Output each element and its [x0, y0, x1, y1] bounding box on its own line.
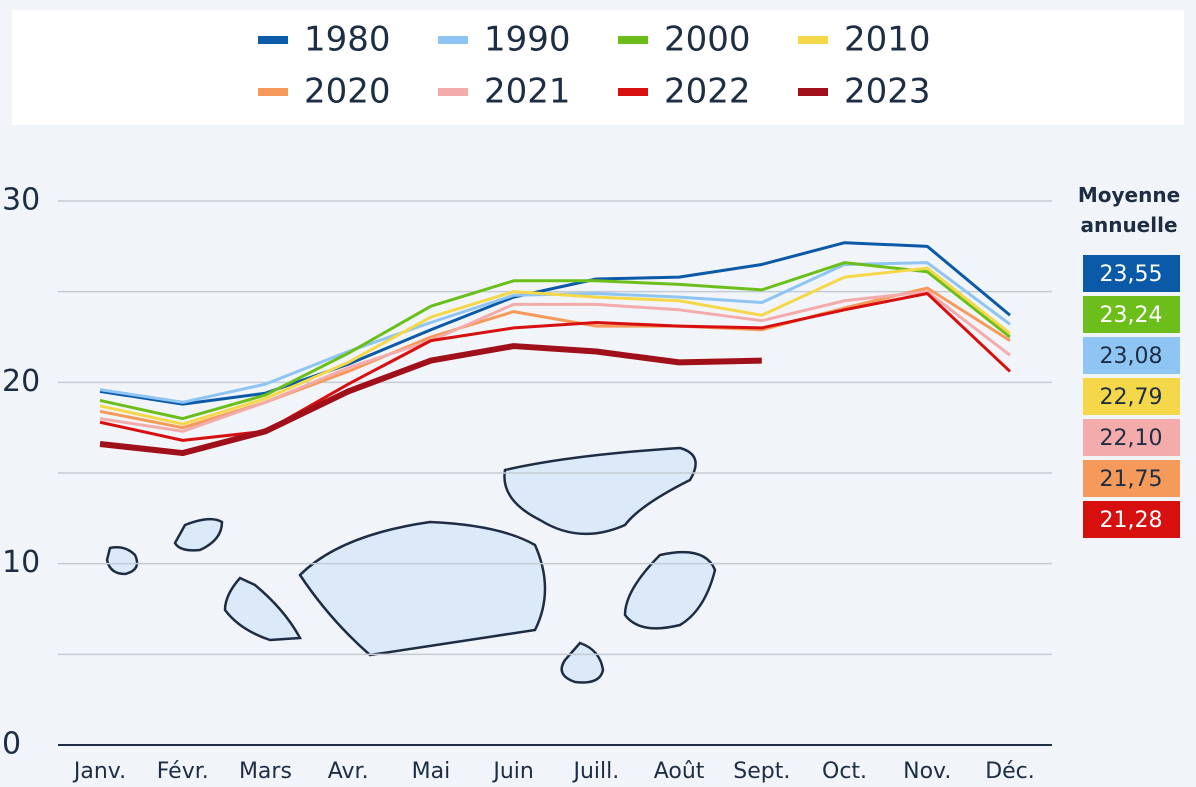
y-tick-label: 0 [2, 727, 21, 762]
x-tick-label: Mars [239, 759, 292, 784]
legend-swatch [618, 36, 648, 44]
line-series [100, 263, 1010, 403]
x-tick-label: Déc. [985, 759, 1035, 784]
legend-swatch [438, 36, 468, 44]
average-label: 23,08 [1100, 344, 1163, 369]
legend-swatch [618, 88, 648, 96]
y-tick-label: 30 [2, 183, 40, 218]
legend-label: 2022 [664, 72, 751, 112]
average-label: 21,75 [1100, 467, 1163, 492]
line-series [100, 263, 1010, 419]
legend-label: 2000 [664, 20, 751, 60]
legend-swatch [258, 88, 288, 96]
x-tick-label: Févr. [157, 759, 209, 784]
x-tick-label: Juin [491, 759, 534, 784]
average-label: 23,55 [1100, 262, 1163, 287]
x-tick-label: Nov. [903, 759, 951, 784]
legend-label: 2020 [304, 72, 391, 112]
x-tick-label: Août [654, 759, 705, 784]
annual-average-title: Moyenne annuelle [1062, 180, 1196, 240]
y-tick-label: 10 [2, 545, 40, 580]
legend-swatch [798, 88, 828, 96]
legend-label: 2023 [844, 72, 931, 112]
average-label: 21,28 [1100, 508, 1163, 533]
legend-swatch [258, 36, 288, 44]
x-tick-label: Janv. [72, 759, 126, 784]
decoration [107, 448, 715, 683]
x-tick-label: Avr. [328, 759, 369, 784]
legend-box [12, 10, 1184, 125]
legend-label: 2010 [844, 20, 931, 60]
x-tick-label: Mai [412, 759, 451, 784]
x-tick-label: Juill. [571, 759, 619, 784]
average-label: 22,79 [1100, 385, 1163, 410]
average-label: 23,24 [1100, 303, 1163, 328]
page: 0 10 20 30 Janv. Févr. Mars Avr. Mai Juin Juill. Ao… [0, 0, 1196, 787]
x-tick-label: Sept. [733, 759, 790, 784]
legend-label: 1980 [304, 20, 391, 60]
legend-swatch [438, 88, 468, 96]
chart: 0 10 20 30 Janv. Févr. Mars Avr. Mai Juin Juill. Ao… [0, 0, 1196, 787]
average-label: 22,10 [1100, 426, 1163, 451]
legend-swatch [798, 36, 828, 44]
legend-label: 2021 [484, 72, 571, 112]
y-tick-label: 20 [2, 364, 40, 399]
line-series [100, 293, 1010, 440]
x-tick-label: Oct. [822, 759, 867, 784]
legend-label: 1990 [484, 20, 571, 60]
